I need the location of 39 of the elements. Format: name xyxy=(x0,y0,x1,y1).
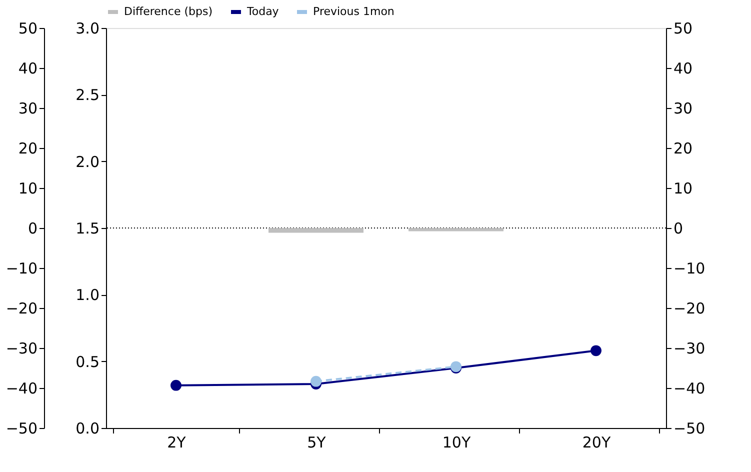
y2-tick-label: 0 xyxy=(674,220,684,238)
y3-tick-label: 40 xyxy=(18,60,38,78)
y2-tick-label: 20 xyxy=(674,140,693,158)
point xyxy=(310,376,322,387)
x-tick-label: 5Y xyxy=(307,434,327,452)
y3-tick-label: −30 xyxy=(6,340,38,358)
y2-tick-label: 10 xyxy=(674,180,693,198)
y2-tick-label: −40 xyxy=(674,380,706,398)
y-tick-label: 2.5 xyxy=(76,86,100,104)
y3-tick-label: 30 xyxy=(18,100,38,118)
y2-tick-label: 50 xyxy=(674,20,693,38)
x-tick-label: 2Y xyxy=(167,434,187,452)
y3-tick-label: −40 xyxy=(6,380,38,398)
y2-tick-label: 40 xyxy=(674,60,693,78)
y2-tick-label: −20 xyxy=(674,300,706,318)
y-tick-label: 3.0 xyxy=(76,20,100,38)
y2-tick-label: −30 xyxy=(674,340,706,358)
x-tick-label: 10Y xyxy=(442,434,472,452)
y3-tick-label: 20 xyxy=(18,140,38,158)
y-tick-label: 1.0 xyxy=(76,286,100,304)
y3-tick-label: 10 xyxy=(18,180,38,198)
y2-tick-label: 30 xyxy=(674,100,693,118)
y3-tick-label: 50 xyxy=(18,20,38,38)
y-tick-label: 0.0 xyxy=(76,420,100,438)
legend-label: Today xyxy=(246,5,280,18)
y3-tick-label: −20 xyxy=(6,300,38,318)
x-tick-label: 20Y xyxy=(582,434,612,452)
y-tick-label: 0.5 xyxy=(76,352,100,371)
point xyxy=(590,345,602,356)
y-tick-label: 2.0 xyxy=(76,152,100,171)
legend-label: Previous 1mon xyxy=(313,5,394,18)
y2-tick-label: −10 xyxy=(674,260,706,278)
legend-label: Difference (bps) xyxy=(124,5,212,18)
point xyxy=(170,380,182,391)
y3-tick-label: 0 xyxy=(28,220,38,238)
y2-tick-label: −50 xyxy=(674,420,706,438)
y3-tick-label: −50 xyxy=(6,420,38,438)
y3-tick-label: −10 xyxy=(6,260,38,278)
y-tick-label: 1.5 xyxy=(76,220,100,238)
